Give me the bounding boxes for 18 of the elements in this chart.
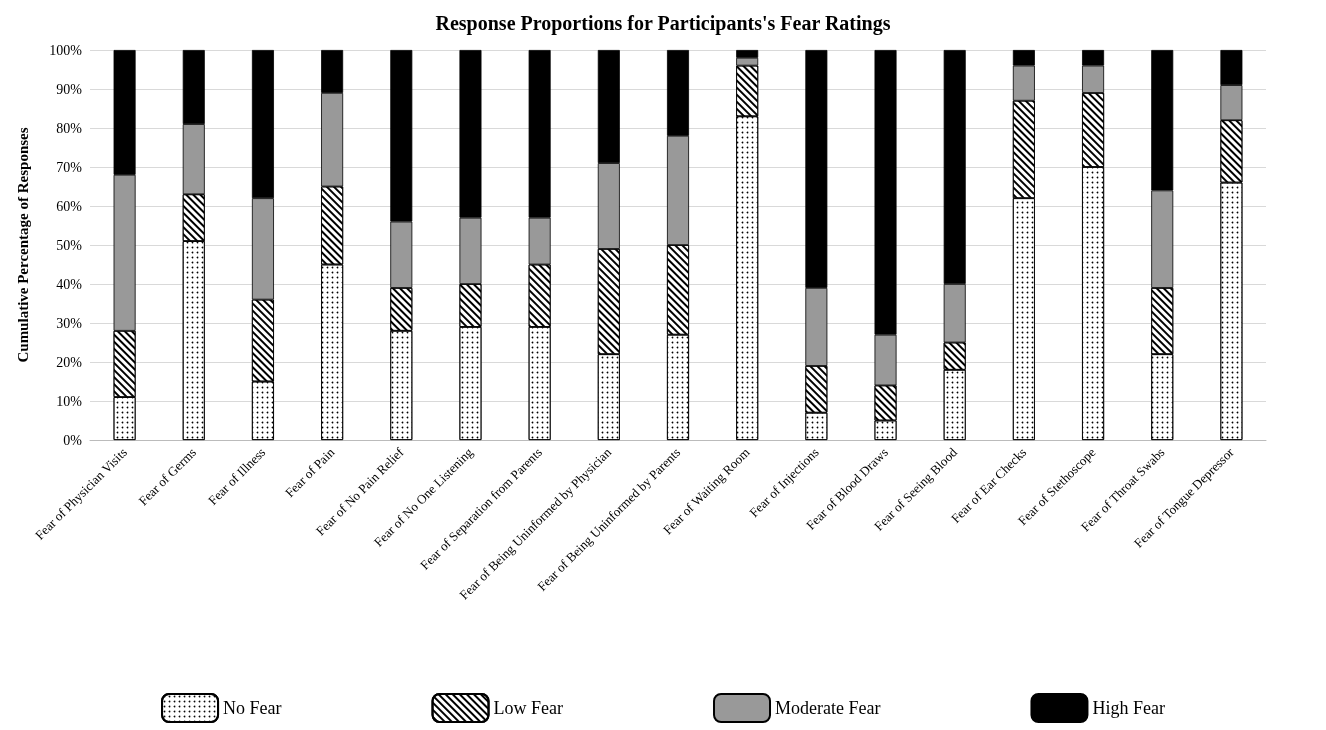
y-tick-label: 40%	[56, 276, 83, 292]
legend-label: High Fear	[1092, 698, 1165, 718]
y-tick-label: 10%	[56, 393, 83, 409]
y-tick-label: 80%	[56, 120, 83, 136]
legend-label: Moderate Fear	[775, 698, 881, 718]
y-tick-label: 100%	[49, 42, 83, 58]
y-tick-label: 60%	[56, 198, 83, 214]
y-tick-label: 20%	[56, 354, 83, 370]
y-tick-label: 90%	[56, 81, 83, 97]
y-axis-title: Cumulative Percentage of Responses	[14, 127, 31, 363]
y-tick-label: 0%	[63, 432, 83, 448]
y-tick-label: 50%	[56, 237, 83, 253]
legend-label: No Fear	[223, 698, 282, 718]
legend-label: Low Fear	[493, 698, 564, 718]
x-tick-label: Fear of Pain	[281, 444, 338, 501]
y-tick-label: 70%	[56, 159, 83, 175]
y-tick-label: 30%	[56, 315, 83, 331]
chart-title: Response Proportions for Participants's Fear Ratings	[435, 12, 891, 35]
